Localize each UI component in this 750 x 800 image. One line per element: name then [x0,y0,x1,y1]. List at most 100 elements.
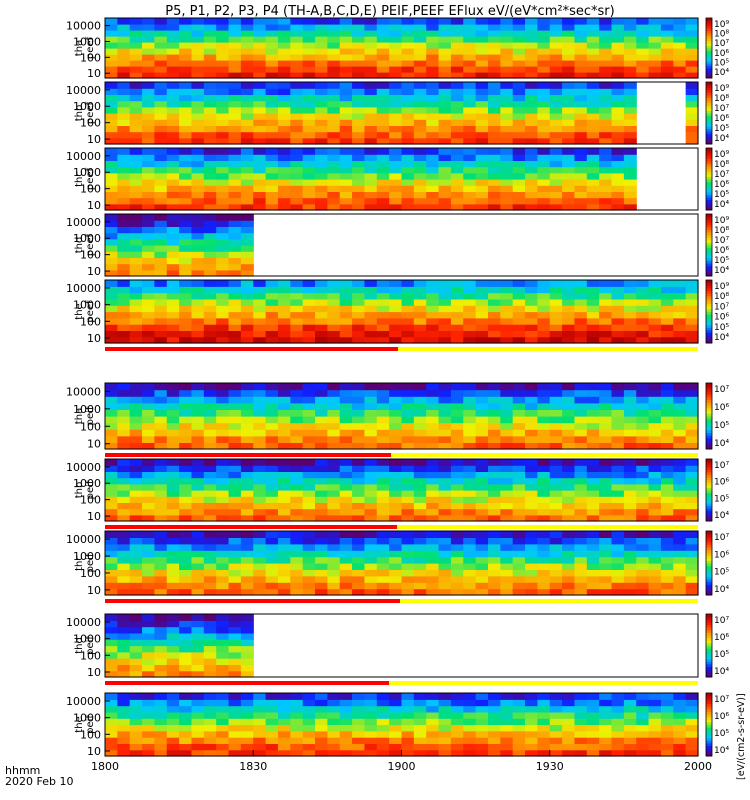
spectrogram-cell [253,36,267,43]
spectrogram-cell [216,569,230,577]
spectrogram-cell [475,743,489,751]
spectrogram-cell [339,18,353,25]
colorbar-segment [706,748,712,752]
spectrogram-cell [253,203,267,211]
colorbar-segment [706,92,712,96]
spectrogram-cell [253,442,267,450]
spectrogram-cell [562,477,576,485]
spectrogram-cell [129,280,143,287]
spectrogram-cell [253,286,267,294]
spectrogram-cell [105,422,118,430]
spectrogram-cell [179,502,193,510]
spectrogram-cell [154,556,168,564]
spectrogram-cell [290,298,304,306]
spectrogram-cell [166,383,180,391]
spectrogram-cell [660,292,674,300]
spectrogram-cell [253,490,267,497]
spectrogram-cell [117,245,131,252]
spectrogram-cell [191,705,205,713]
spectrogram-cell [512,514,526,522]
spectrogram-cell [574,402,588,410]
spectrogram-cell [525,166,538,174]
spectrogram-cell [426,66,440,73]
spectrogram-cell [216,396,230,404]
spectrogram-cell [599,197,613,205]
spectrogram-cell [154,54,168,61]
spectrogram-cell [327,537,341,545]
spectrogram-cell [105,119,118,126]
spectrogram-cell [315,575,328,583]
spectrogram-cell [203,537,217,545]
spectrogram-cell [154,280,168,287]
spectrogram-cell [487,179,501,186]
colorbar-segment [706,656,712,660]
spectrogram-cell [475,36,489,43]
spectrogram-cell [401,317,415,325]
spectrogram-cell [129,531,143,538]
spectrogram-cell [228,292,242,300]
spectrogram-cell [549,148,563,155]
spectrogram-cell [623,422,637,430]
spectrogram-cell [549,422,563,430]
y-tick-label: 10 [87,438,101,451]
spectrogram-cell [179,651,193,659]
spectrogram-cell [487,305,501,313]
spectrogram-cell [327,203,341,211]
spectrogram-cell [364,483,378,491]
spectrogram-cell [401,389,415,397]
spectrogram-cell [401,305,415,313]
spectrogram-cell [450,166,464,174]
x-tick-label: 1930 [536,760,564,773]
spectrogram-cell [203,119,217,126]
spectrogram-cell [364,36,378,43]
colorbar-segment [706,716,712,720]
spectrogram-cell [500,402,514,410]
spectrogram-cell [426,409,440,417]
spectrogram-cell [179,402,193,410]
spectrogram-cell [339,711,353,719]
spectrogram-cell [240,563,254,570]
spectrogram-cell [401,54,415,61]
spectrogram-cell [512,72,526,79]
spectrogram-cell [537,60,551,67]
spectrogram-cell [277,154,291,161]
spectrogram-cell [364,60,378,67]
x-axis-label: hhmm [5,764,40,777]
spectrogram-cell [166,422,180,430]
spectrogram-cell [401,743,415,751]
spectrogram-cell [450,197,464,205]
spectrogram-cell [648,563,662,570]
spectrogram-cell [290,286,304,294]
spectrogram-cell [475,699,489,707]
spectrogram-cell [179,664,193,672]
spectrogram-cell [426,137,440,145]
spectrogram-cell [599,298,613,306]
spectrogram-cell [327,575,341,583]
spectrogram-cell [389,396,403,404]
spectrogram-cell [327,730,341,738]
spectrogram-cell [191,214,205,221]
spectrogram-cell [240,317,254,325]
spectrogram-cell [154,148,168,155]
spectrogram-cell [450,514,464,522]
spectrogram-cell [450,154,464,161]
spectrogram-cell [549,330,563,338]
spectrogram-cell [401,402,415,410]
spectrogram-cell [475,575,489,583]
spectrogram-cell [648,556,662,564]
spectrogram-cell [413,311,427,319]
spectrogram-cell [216,324,230,331]
spectrogram-cell [117,66,131,73]
spectrogram-cell [315,718,328,726]
spectrogram-cell [636,556,650,564]
spectrogram-cell [586,490,600,497]
spectrogram-cell [302,280,316,287]
spectrogram-cell [166,639,180,647]
spectrogram-cell [525,569,538,577]
spectrogram-cell [389,569,403,577]
spectrogram-cell [265,409,279,417]
spectrogram-cell [240,588,254,596]
spectrogram-cell [586,48,600,55]
spectrogram-cell [413,191,427,199]
spectrogram-cell [228,588,242,596]
